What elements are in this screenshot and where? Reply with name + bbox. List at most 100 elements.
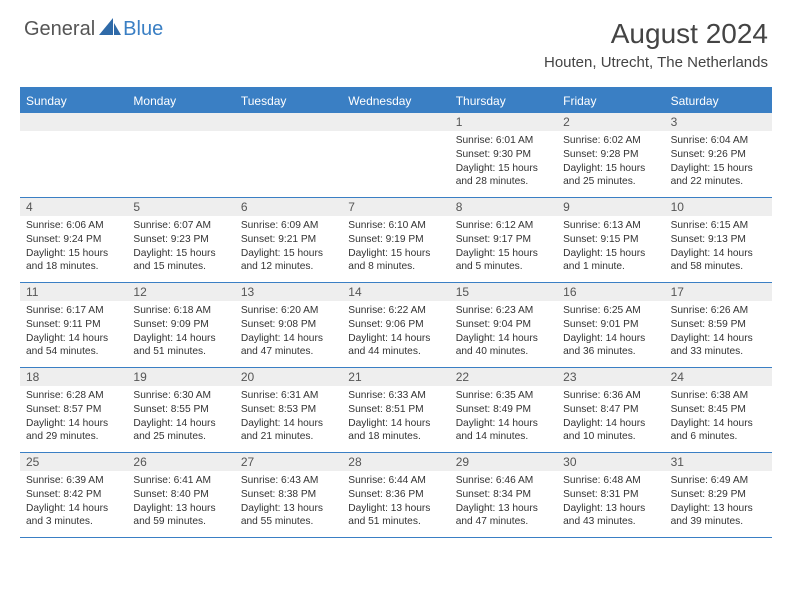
calendar-cell: 28Sunrise: 6:44 AMSunset: 8:36 PMDayligh… <box>342 453 449 537</box>
day-number: 31 <box>665 453 690 471</box>
day-details: Sunrise: 6:07 AMSunset: 9:23 PMDaylight:… <box>127 216 234 282</box>
day-header-saturday: Saturday <box>665 89 772 113</box>
day-number: 5 <box>127 198 146 216</box>
page-title: August 2024 <box>544 18 768 50</box>
daylight-text: Daylight: 13 hours and 55 minutes. <box>241 502 336 530</box>
calendar-week: 25Sunrise: 6:39 AMSunset: 8:42 PMDayligh… <box>20 453 772 538</box>
day-number: 28 <box>342 453 367 471</box>
day-header-row: Sunday Monday Tuesday Wednesday Thursday… <box>20 89 772 113</box>
daylight-text: Daylight: 15 hours and 15 minutes. <box>133 247 228 275</box>
day-number-row <box>20 113 127 131</box>
day-number-row: 5 <box>127 198 234 216</box>
day-number: 21 <box>342 368 367 386</box>
sunset-text: Sunset: 8:51 PM <box>348 403 443 417</box>
day-number: 11 <box>20 283 44 301</box>
day-number: 29 <box>450 453 475 471</box>
day-details: Sunrise: 6:33 AMSunset: 8:51 PMDaylight:… <box>342 386 449 452</box>
daylight-text: Daylight: 14 hours and 36 minutes. <box>563 332 658 360</box>
daylight-text: Daylight: 14 hours and 29 minutes. <box>26 417 121 445</box>
day-number-row: 10 <box>665 198 772 216</box>
daylight-text: Daylight: 15 hours and 1 minute. <box>563 247 658 275</box>
header: General Blue August 2024 Houten, Utrecht… <box>0 0 792 77</box>
calendar-cell: 31Sunrise: 6:49 AMSunset: 8:29 PMDayligh… <box>665 453 772 537</box>
day-number: 26 <box>127 453 152 471</box>
day-number: 6 <box>235 198 254 216</box>
day-details: Sunrise: 6:22 AMSunset: 9:06 PMDaylight:… <box>342 301 449 367</box>
daylight-text: Daylight: 14 hours and 33 minutes. <box>671 332 766 360</box>
day-details: Sunrise: 6:38 AMSunset: 8:45 PMDaylight:… <box>665 386 772 452</box>
day-number: 22 <box>450 368 475 386</box>
calendar-cell: 5Sunrise: 6:07 AMSunset: 9:23 PMDaylight… <box>127 198 234 282</box>
day-details: Sunrise: 6:13 AMSunset: 9:15 PMDaylight:… <box>557 216 664 282</box>
sunset-text: Sunset: 8:45 PM <box>671 403 766 417</box>
sunrise-text: Sunrise: 6:10 AM <box>348 219 443 233</box>
calendar-cell: 9Sunrise: 6:13 AMSunset: 9:15 PMDaylight… <box>557 198 664 282</box>
daylight-text: Daylight: 14 hours and 44 minutes. <box>348 332 443 360</box>
daylight-text: Daylight: 14 hours and 25 minutes. <box>133 417 228 445</box>
sunset-text: Sunset: 9:06 PM <box>348 318 443 332</box>
day-header-tuesday: Tuesday <box>235 89 342 113</box>
day-number: 20 <box>235 368 260 386</box>
sunrise-text: Sunrise: 6:38 AM <box>671 389 766 403</box>
sunrise-text: Sunrise: 6:23 AM <box>456 304 551 318</box>
day-number-row: 30 <box>557 453 664 471</box>
calendar-cell: 19Sunrise: 6:30 AMSunset: 8:55 PMDayligh… <box>127 368 234 452</box>
day-number: 18 <box>20 368 45 386</box>
sunrise-text: Sunrise: 6:12 AM <box>456 219 551 233</box>
day-number-row: 3 <box>665 113 772 131</box>
calendar-cell: 22Sunrise: 6:35 AMSunset: 8:49 PMDayligh… <box>450 368 557 452</box>
sunset-text: Sunset: 9:01 PM <box>563 318 658 332</box>
day-details: Sunrise: 6:01 AMSunset: 9:30 PMDaylight:… <box>450 131 557 197</box>
sunset-text: Sunset: 8:42 PM <box>26 488 121 502</box>
sunset-text: Sunset: 9:19 PM <box>348 233 443 247</box>
sunrise-text: Sunrise: 6:15 AM <box>671 219 766 233</box>
day-number: 3 <box>665 113 684 131</box>
day-details: Sunrise: 6:10 AMSunset: 9:19 PMDaylight:… <box>342 216 449 282</box>
sunset-text: Sunset: 9:21 PM <box>241 233 336 247</box>
calendar-week: 1Sunrise: 6:01 AMSunset: 9:30 PMDaylight… <box>20 113 772 198</box>
logo-sail-icon <box>99 18 121 41</box>
day-number: 4 <box>20 198 39 216</box>
day-number <box>127 120 139 124</box>
daylight-text: Daylight: 14 hours and 14 minutes. <box>456 417 551 445</box>
sunrise-text: Sunrise: 6:22 AM <box>348 304 443 318</box>
daylight-text: Daylight: 15 hours and 8 minutes. <box>348 247 443 275</box>
calendar-cell: 29Sunrise: 6:46 AMSunset: 8:34 PMDayligh… <box>450 453 557 537</box>
sunset-text: Sunset: 8:36 PM <box>348 488 443 502</box>
day-number: 8 <box>450 198 469 216</box>
sunrise-text: Sunrise: 6:30 AM <box>133 389 228 403</box>
day-number: 12 <box>127 283 152 301</box>
calendar-cell: 13Sunrise: 6:20 AMSunset: 9:08 PMDayligh… <box>235 283 342 367</box>
day-number: 24 <box>665 368 690 386</box>
sunrise-text: Sunrise: 6:41 AM <box>133 474 228 488</box>
sunset-text: Sunset: 9:13 PM <box>671 233 766 247</box>
sunrise-text: Sunrise: 6:48 AM <box>563 474 658 488</box>
day-details <box>127 131 234 197</box>
day-number: 19 <box>127 368 152 386</box>
sunset-text: Sunset: 8:34 PM <box>456 488 551 502</box>
day-number-row: 11 <box>20 283 127 301</box>
day-details <box>342 131 449 197</box>
day-number <box>235 120 247 124</box>
day-details: Sunrise: 6:39 AMSunset: 8:42 PMDaylight:… <box>20 471 127 537</box>
daylight-text: Daylight: 13 hours and 39 minutes. <box>671 502 766 530</box>
day-details: Sunrise: 6:41 AMSunset: 8:40 PMDaylight:… <box>127 471 234 537</box>
day-number-row: 29 <box>450 453 557 471</box>
calendar-cell: 21Sunrise: 6:33 AMSunset: 8:51 PMDayligh… <box>342 368 449 452</box>
daylight-text: Daylight: 15 hours and 22 minutes. <box>671 162 766 190</box>
calendar-cell: 17Sunrise: 6:26 AMSunset: 8:59 PMDayligh… <box>665 283 772 367</box>
day-number-row: 31 <box>665 453 772 471</box>
day-details: Sunrise: 6:30 AMSunset: 8:55 PMDaylight:… <box>127 386 234 452</box>
sunrise-text: Sunrise: 6:36 AM <box>563 389 658 403</box>
calendar-week: 11Sunrise: 6:17 AMSunset: 9:11 PMDayligh… <box>20 283 772 368</box>
calendar-cell <box>127 113 234 197</box>
logo: General Blue <box>24 18 163 41</box>
day-details: Sunrise: 6:44 AMSunset: 8:36 PMDaylight:… <box>342 471 449 537</box>
sunset-text: Sunset: 8:47 PM <box>563 403 658 417</box>
daylight-text: Daylight: 14 hours and 21 minutes. <box>241 417 336 445</box>
sunset-text: Sunset: 8:57 PM <box>26 403 121 417</box>
day-header-wednesday: Wednesday <box>342 89 449 113</box>
calendar-cell: 27Sunrise: 6:43 AMSunset: 8:38 PMDayligh… <box>235 453 342 537</box>
day-details: Sunrise: 6:26 AMSunset: 8:59 PMDaylight:… <box>665 301 772 367</box>
sunset-text: Sunset: 9:17 PM <box>456 233 551 247</box>
